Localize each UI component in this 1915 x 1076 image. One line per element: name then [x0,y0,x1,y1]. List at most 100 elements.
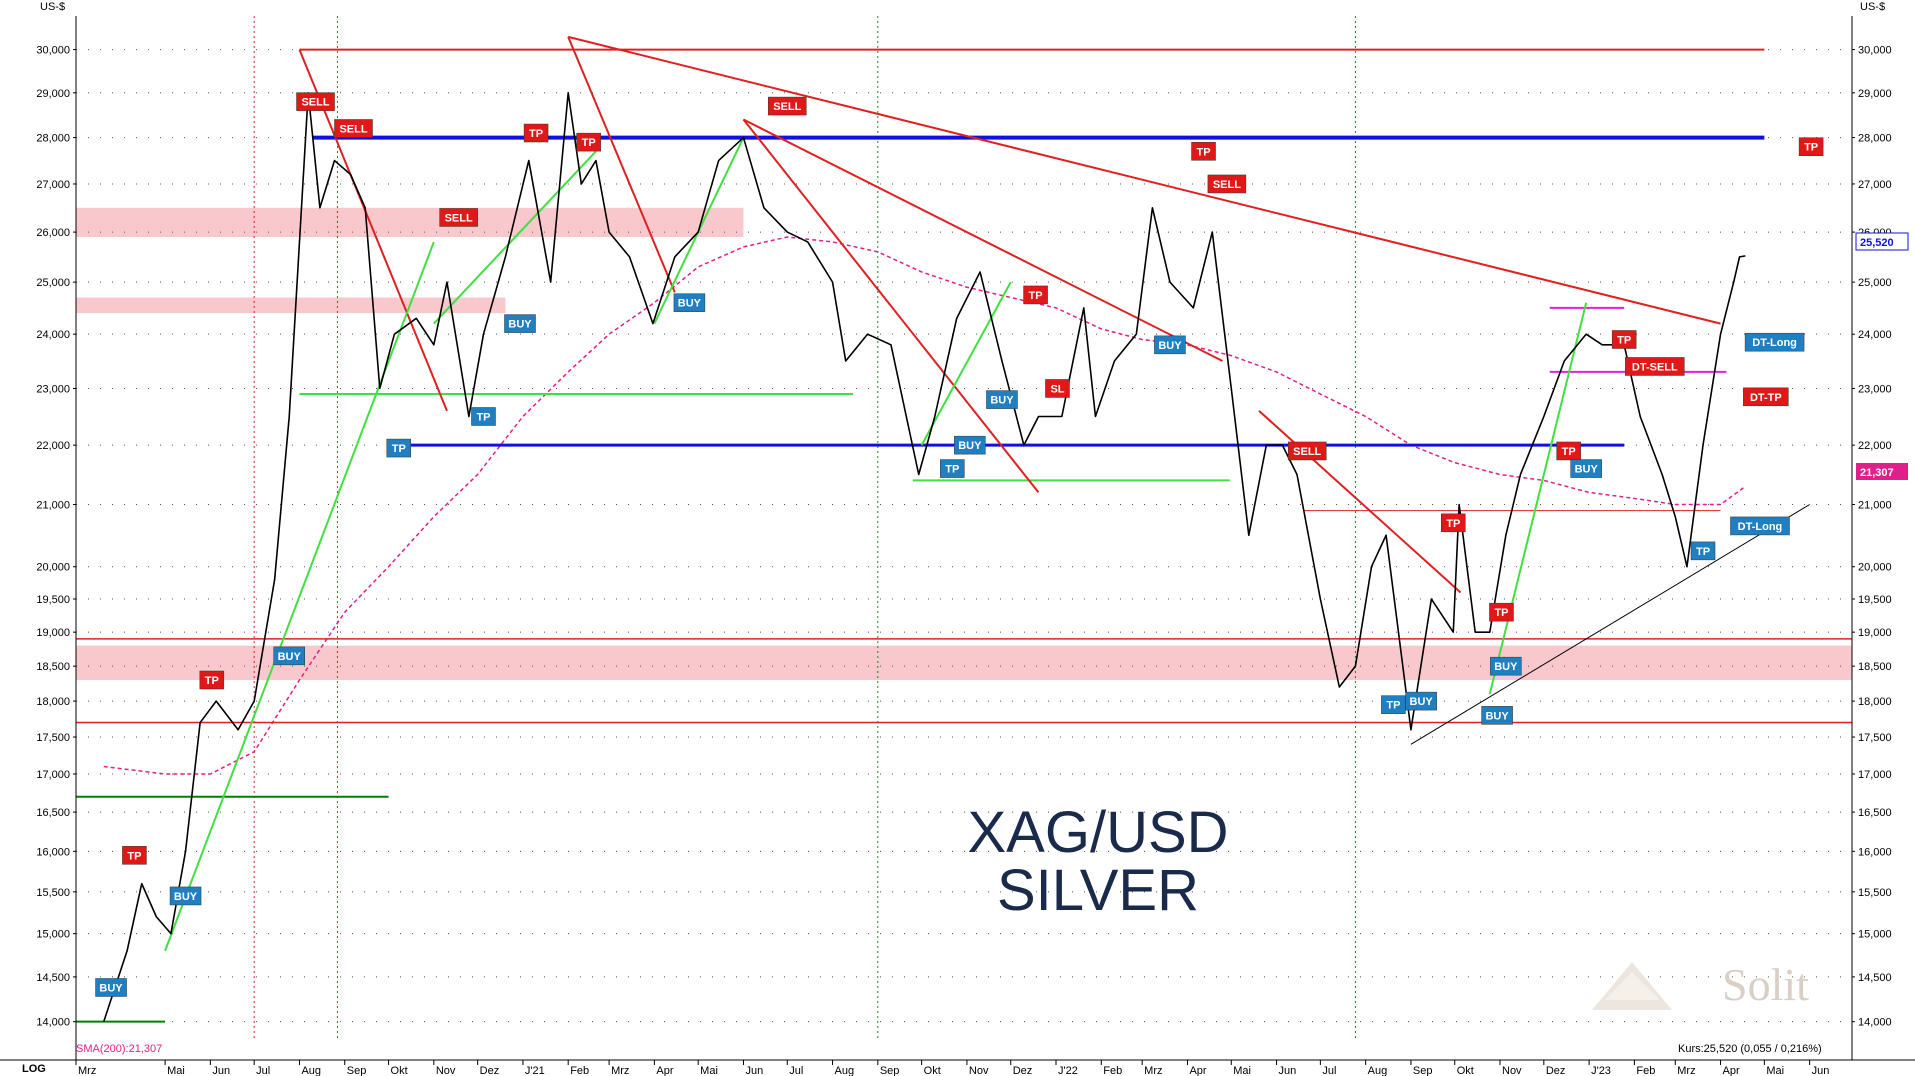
signal-box [1045,379,1070,398]
signal-labels: BUY TP BUY TP BUY SELL SELL TP SELL TP BUY TP TP BUY S… [95,92,1824,997]
y-tick-label-left: 14,500 [36,972,70,984]
signal-box [169,886,202,906]
y-tick-label-right: 23,000 [1858,383,1892,395]
y-tick-label-left: 18,500 [36,661,70,673]
signal-box [95,978,127,997]
signal-box [122,846,147,865]
price-line [102,92,1746,1022]
signal-buy: BUY [504,314,536,333]
signal-dt-long: DT-Long [1744,332,1805,352]
x-tick-label: Mrz [1144,1065,1162,1076]
trend-line [743,118,1223,362]
solit-logo: Solit [1592,959,1809,1010]
y-tick-label-left: 14,000 [36,1017,70,1029]
last-price-text: 25,520 [1860,237,1894,249]
x-tick-label: Okt [391,1065,408,1076]
signal-box [273,646,305,666]
signal-tp: TP [576,132,601,152]
y-tick-label-right: 25,000 [1858,277,1892,289]
signal-box [1154,335,1186,355]
trend-line [567,35,1721,325]
signal-box [1441,513,1466,533]
signal-buy: BUY [1490,656,1522,676]
signal-tp: TP [1556,441,1581,461]
resistance-zones [76,207,1852,681]
y-tick-label-left: 17,500 [36,732,70,744]
signal-buy: BUY [273,646,305,666]
trend-line [433,150,597,325]
x-tick-label: Jul [789,1065,803,1076]
instrument-title: XAG/USD [967,800,1228,865]
y-tick-label-right: 17,000 [1858,769,1892,781]
signal-box [1023,285,1048,305]
x-tick-label: J'21 [525,1065,545,1076]
signal-text: TP [127,850,141,862]
signal-box [199,670,225,690]
x-tick-label: Dez [1013,1065,1033,1076]
signal-text: BUY [990,395,1014,407]
signal-tp: TP [1441,513,1466,533]
signal-buy: BUY [954,435,986,455]
sma-price-tag: 21,307 [1856,463,1908,480]
y-tick-label-right: 29,000 [1858,88,1892,100]
signal-box [1489,602,1514,622]
y-tick-label-right: 22,000 [1858,440,1892,452]
x-tick-label: Feb [1103,1065,1122,1076]
x-tick-label: Jun [1812,1065,1830,1076]
signal-buy: BUY [1570,459,1602,478]
signal-text: SELL [773,101,801,113]
x-tick-label: Jun [212,1065,230,1076]
y-tick-label-left: 15,500 [36,887,70,899]
signal-tp: TP [1611,330,1637,349]
signal-box [504,314,536,333]
signal-tp: TP [1489,602,1514,622]
signal-text: BUY [1485,710,1509,722]
x-tick-label: Mai [167,1065,185,1076]
signal-tp: TP [199,670,225,690]
x-tick-label: Mai [700,1065,718,1076]
y-tick-label-left: 19,500 [36,594,70,606]
y-tick-label-left: 20,000 [36,562,70,574]
signal-box [1490,656,1522,676]
trend-line [920,281,1012,446]
signal-box [296,92,335,111]
x-tick-label: Feb [570,1065,589,1076]
y-tick-label-left: 29,000 [36,88,70,100]
price-series-line [102,92,1746,1022]
signal-sell: SELL [334,119,373,138]
x-tick-label: Sep [880,1065,900,1076]
signal-text: BUY [1494,661,1518,673]
x-tick-label: Mai [1766,1065,1784,1076]
signal-box [386,438,412,458]
x-tick-label: Dez [1546,1065,1566,1076]
x-tick-label: Apr [656,1065,673,1076]
signal-text: BUY [174,891,198,903]
signal-box [1730,516,1790,536]
sma-legend: SMA(200):21,307 [76,1043,162,1055]
signal-box [1191,142,1216,161]
signal-text: TP [205,675,219,687]
x-tick-label: Apr [1189,1065,1206,1076]
x-tick-label: Nov [1502,1065,1522,1076]
trend-line [742,118,1040,494]
signal-text: TP [1804,142,1818,154]
zone-band [76,207,744,238]
y-tick-label-right: 24,000 [1858,329,1892,341]
signal-text: TP [1696,546,1710,558]
signal-text: TP [1562,446,1576,458]
signal-tp: TP [940,459,965,478]
y-tick-label-left: 26,000 [36,227,70,239]
signal-box [523,123,549,143]
signal-text: BUY [508,319,532,331]
signal-box [940,459,965,478]
signal-tp: TP [471,407,496,426]
signal-sell: SELL [1287,441,1327,461]
y-tick-label-left: 19,000 [36,627,70,639]
signal-text: BUY [99,982,123,994]
y-tick-label-left: 22,000 [36,440,70,452]
signal-text: DT-Long [1752,337,1797,349]
signal-text: DT-Long [1738,521,1783,533]
signal-sell: SELL [1207,174,1247,194]
currency-label-left: US-$ [40,1,65,13]
signal-box [954,435,986,455]
